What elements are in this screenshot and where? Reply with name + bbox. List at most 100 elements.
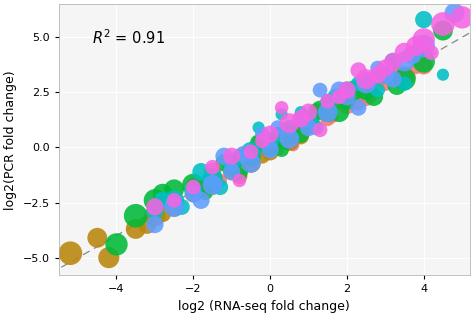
0.25 DPI	[236, 154, 243, 159]
4 DPI	[255, 125, 263, 130]
0.25 DPI	[259, 140, 266, 146]
0.25 DPI	[228, 160, 236, 165]
7 DPI	[343, 94, 351, 99]
12 DPI	[266, 132, 274, 137]
0.25 DPI	[389, 66, 397, 71]
7 DPI	[374, 66, 382, 71]
0.25 DPI	[274, 147, 282, 152]
0.5 DPI	[228, 169, 236, 174]
4 DPI	[389, 59, 397, 64]
0.25 DPI	[251, 145, 258, 150]
12 DPI	[236, 178, 243, 183]
4 DPI	[374, 87, 382, 93]
1 DPI	[297, 132, 305, 137]
1 DPI	[236, 169, 243, 174]
0.25 DPI	[190, 182, 197, 187]
1 DPI	[190, 182, 197, 187]
12 DPI	[305, 110, 312, 115]
0.25 DPI	[297, 121, 305, 126]
4 DPI	[274, 132, 282, 137]
0.25 DPI	[343, 103, 351, 108]
1 DPI	[439, 28, 447, 33]
12 DPI	[389, 59, 397, 64]
0.25 DPI	[217, 178, 224, 183]
12 DPI	[259, 138, 266, 143]
7 DPI	[239, 152, 247, 157]
1 DPI	[228, 165, 236, 170]
7 DPI	[247, 160, 255, 165]
1 DPI	[343, 99, 351, 104]
1 DPI	[382, 72, 389, 77]
0.5 DPI	[170, 204, 178, 210]
4 DPI	[420, 17, 428, 22]
0.25 DPI	[336, 99, 343, 104]
12 DPI	[247, 149, 255, 154]
7 DPI	[316, 87, 324, 93]
12 DPI	[324, 99, 331, 104]
1 DPI	[324, 110, 331, 115]
1 DPI	[209, 176, 216, 181]
4 DPI	[285, 125, 293, 130]
7 DPI	[336, 87, 343, 93]
1 DPI	[316, 107, 324, 113]
0.5 DPI	[305, 116, 312, 121]
12 DPI	[420, 37, 428, 42]
12 DPI	[355, 68, 362, 73]
4 DPI	[178, 204, 185, 210]
4 DPI	[159, 198, 166, 203]
0.25 DPI	[285, 138, 293, 143]
4 DPI	[312, 125, 320, 130]
4 DPI	[382, 72, 389, 77]
0.5 DPI	[362, 81, 370, 86]
0.25 DPI	[278, 132, 285, 137]
12 DPI	[336, 94, 343, 99]
1 DPI	[393, 83, 401, 88]
12 DPI	[151, 204, 159, 210]
4 DPI	[362, 77, 370, 82]
0.25 DPI	[232, 171, 239, 176]
12 DPI	[458, 15, 466, 20]
0.25 DPI	[312, 110, 320, 115]
4 DPI	[209, 176, 216, 181]
0.25 DPI	[289, 143, 297, 148]
4 DPI	[190, 187, 197, 192]
0.5 DPI	[266, 149, 274, 154]
12 DPI	[401, 50, 408, 55]
0.25 DPI	[362, 94, 370, 99]
1 DPI	[266, 143, 274, 148]
0.5 DPI	[274, 132, 282, 137]
4 DPI	[355, 81, 362, 86]
4 DPI	[247, 149, 255, 154]
4 DPI	[278, 112, 285, 117]
0.5 DPI	[209, 182, 216, 187]
4 DPI	[170, 198, 178, 203]
1 DPI	[220, 160, 228, 165]
Text: $R^2$ = 0.91: $R^2$ = 0.91	[92, 29, 165, 47]
4 DPI	[197, 169, 205, 174]
7 DPI	[305, 125, 312, 130]
0.25 DPI	[374, 77, 382, 82]
1 DPI	[351, 87, 358, 93]
4 DPI	[217, 184, 224, 190]
7 DPI	[389, 77, 397, 82]
12 DPI	[190, 184, 197, 190]
0.5 DPI	[285, 138, 293, 143]
1 DPI	[278, 147, 285, 152]
7 DPI	[401, 59, 408, 64]
4 DPI	[236, 154, 243, 159]
0.25 DPI	[255, 138, 263, 143]
0.25 DPI	[405, 74, 412, 80]
0.5 DPI	[67, 251, 74, 256]
4 DPI	[228, 160, 236, 165]
4 DPI	[297, 110, 305, 115]
0.5 DPI	[343, 94, 351, 99]
0.5 DPI	[105, 255, 113, 260]
12 DPI	[285, 121, 293, 126]
12 DPI	[382, 66, 389, 71]
0.5 DPI	[159, 211, 166, 216]
0.25 DPI	[209, 169, 216, 174]
7 DPI	[285, 136, 293, 141]
1 DPI	[159, 191, 166, 196]
4 DPI	[305, 116, 312, 121]
1 DPI	[370, 94, 378, 99]
